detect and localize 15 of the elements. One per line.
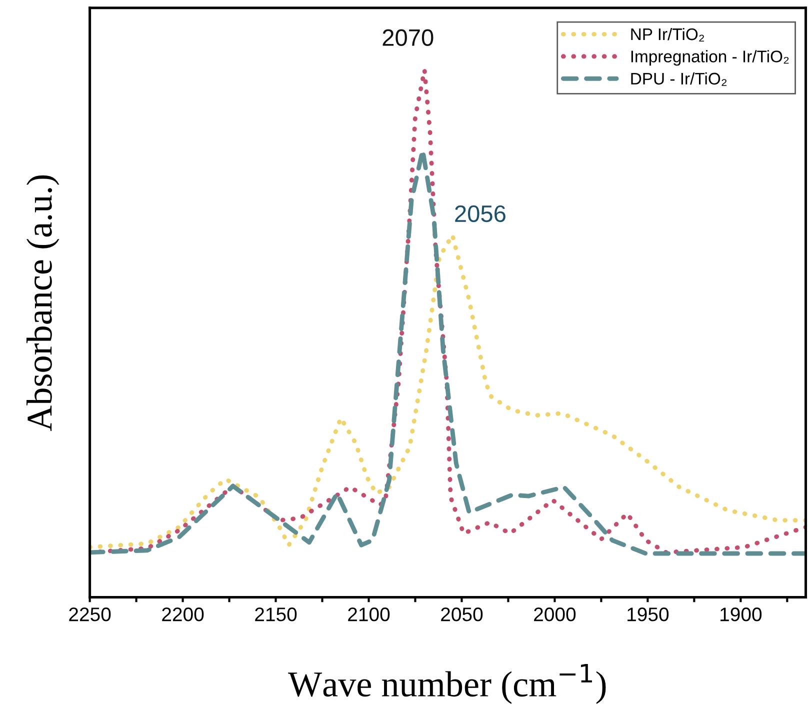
annotation: 2070	[382, 29, 434, 46]
x-tick-label: 2100	[348, 607, 390, 622]
x-axis-title: Wave number (cm$^{−1}$)	[288, 664, 606, 704]
legend-label: Impregnation - Ir/TiO₂	[631, 50, 789, 66]
legend-label: DPU - Ir/TiO₂	[631, 72, 727, 86]
x-tick-label: 1950	[628, 607, 669, 622]
x-tick-label: 2000	[534, 607, 576, 622]
legend-label: NP Ir/TiO₂	[631, 28, 704, 42]
y-axis-title: Absorbance (a.u.)	[26, 175, 60, 432]
x-tick-label: 2050	[441, 607, 483, 622]
x-tick-label: 2200	[162, 607, 204, 622]
x-tick-label: 1900	[720, 607, 762, 622]
x-tick-label: 2250	[69, 607, 111, 622]
annotation: 2056	[455, 205, 506, 222]
x-tick-label: 2150	[255, 607, 297, 622]
